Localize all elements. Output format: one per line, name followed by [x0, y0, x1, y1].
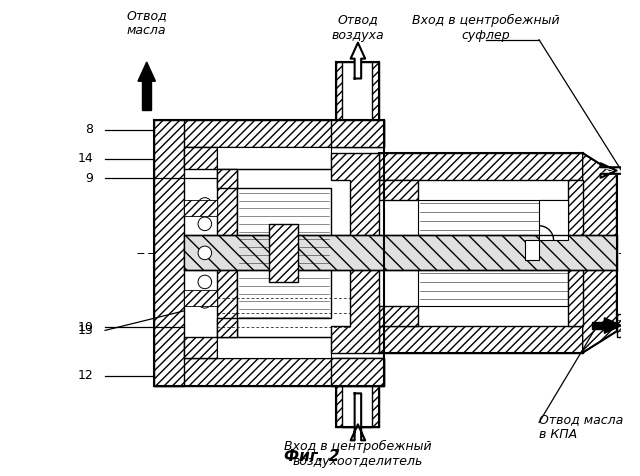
- Text: Отвод
воздуха: Отвод воздуха: [332, 14, 384, 41]
- Polygon shape: [380, 180, 418, 199]
- Text: 8: 8: [85, 123, 93, 136]
- Polygon shape: [331, 358, 384, 386]
- Polygon shape: [600, 167, 640, 174]
- Polygon shape: [218, 337, 331, 358]
- Polygon shape: [351, 393, 365, 440]
- Polygon shape: [539, 199, 568, 240]
- Polygon shape: [184, 290, 218, 306]
- Polygon shape: [142, 81, 151, 110]
- Circle shape: [198, 295, 212, 308]
- Bar: [418, 199, 568, 306]
- Polygon shape: [184, 337, 218, 358]
- Text: Вход в центробежный
суфлер: Вход в центробежный суфлер: [412, 14, 559, 42]
- Text: Отвод масла
в КПА: Отвод масла в КПА: [539, 413, 623, 441]
- Polygon shape: [582, 153, 616, 353]
- Polygon shape: [218, 318, 237, 337]
- Circle shape: [198, 275, 212, 289]
- Text: Отвод
масла: Отвод масла: [126, 9, 167, 37]
- Polygon shape: [184, 199, 218, 216]
- Polygon shape: [154, 120, 384, 147]
- Polygon shape: [380, 153, 582, 180]
- Text: 12: 12: [77, 369, 93, 382]
- Polygon shape: [335, 62, 380, 120]
- Polygon shape: [184, 236, 616, 270]
- Text: Фиг. 2: Фиг. 2: [284, 449, 339, 464]
- Bar: [342, 386, 372, 427]
- Polygon shape: [331, 120, 384, 147]
- Polygon shape: [237, 188, 331, 318]
- Polygon shape: [218, 147, 331, 169]
- Circle shape: [198, 217, 212, 230]
- Polygon shape: [218, 169, 237, 188]
- Text: 10: 10: [77, 321, 93, 334]
- Polygon shape: [525, 240, 539, 260]
- Text: 13: 13: [77, 324, 93, 337]
- Circle shape: [198, 198, 212, 211]
- Polygon shape: [218, 169, 237, 337]
- Polygon shape: [154, 358, 384, 386]
- Bar: [616, 314, 640, 337]
- Polygon shape: [351, 43, 365, 79]
- Polygon shape: [604, 318, 621, 333]
- Text: 14: 14: [77, 152, 93, 166]
- Circle shape: [198, 246, 212, 260]
- Polygon shape: [184, 147, 218, 169]
- Polygon shape: [380, 326, 582, 353]
- Polygon shape: [568, 180, 582, 326]
- Polygon shape: [269, 224, 298, 282]
- Polygon shape: [335, 386, 380, 427]
- Polygon shape: [380, 306, 418, 326]
- Bar: [342, 62, 372, 120]
- Text: Вход в центробежный
воздухоотделитель: Вход в центробежный воздухоотделитель: [284, 440, 432, 468]
- Polygon shape: [593, 322, 604, 329]
- Polygon shape: [331, 153, 380, 353]
- Polygon shape: [138, 62, 156, 81]
- Text: 9: 9: [86, 172, 93, 185]
- Polygon shape: [154, 120, 184, 386]
